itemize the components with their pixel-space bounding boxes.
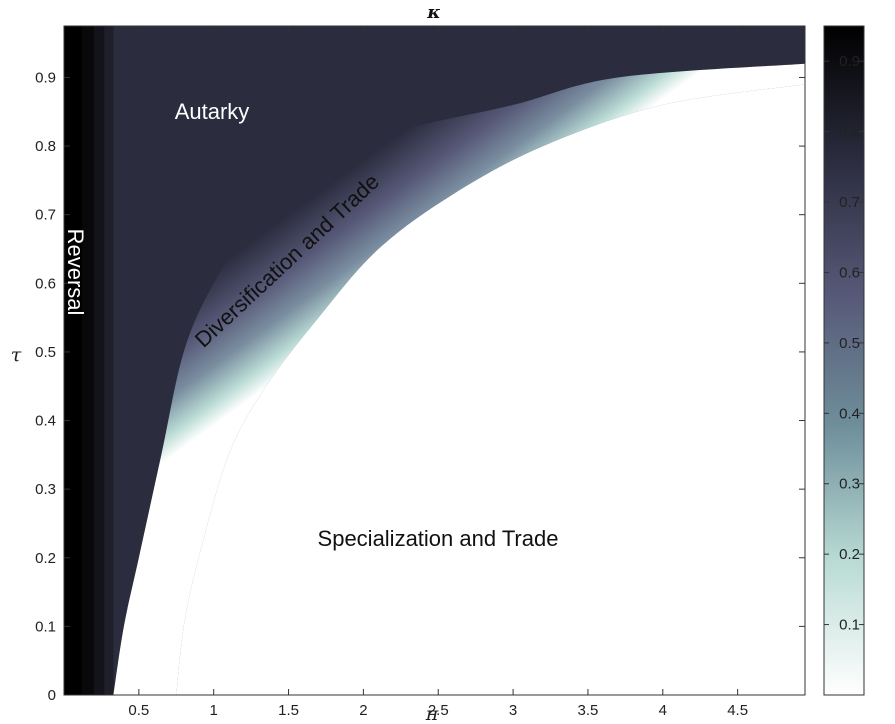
y-tick-label: 0.9 [35, 69, 56, 86]
colorbar-tick-label: 0.7 [839, 194, 860, 211]
x-axis-label: π [425, 703, 439, 724]
colorbar-tick-label: 0.4 [839, 405, 860, 422]
y-tick-label: 0 [48, 687, 56, 704]
reversal-band [81, 26, 94, 695]
y-tick-label: 0.6 [35, 275, 56, 292]
region-label-reversal: Reversal [63, 229, 88, 316]
colorbar-tick-label: 0.9 [839, 53, 860, 70]
y-tick-label: 0.7 [35, 207, 56, 224]
y-axis-label: τ [11, 344, 22, 366]
y-tick-label: 0.8 [35, 138, 56, 155]
x-axis: 0.5 1 1.5 2 2.5 3 3.5 4 4.5 [128, 26, 748, 719]
x-tick-label: 4 [659, 702, 667, 719]
x-tick-label: 1.5 [278, 702, 299, 719]
colorbar-tick-label: 0.3 [839, 476, 860, 493]
x-tick-label: 0.5 [128, 702, 149, 719]
y-tick-label: 0.2 [35, 550, 56, 567]
plot-frame [63, 25, 806, 696]
colorbar-tick-label: 0.5 [839, 335, 860, 352]
reversal-bands [64, 26, 114, 695]
autarky-region-fill [64, 26, 805, 695]
region-label-specialization: Specialization and Trade [318, 526, 559, 551]
x-tick-label: 2 [359, 702, 367, 719]
colorbar-tick-label: 0.6 [839, 264, 860, 281]
reversal-band [64, 26, 82, 695]
y-tick-label: 0.1 [35, 618, 56, 635]
y-axis: 0 0.1 0.2 0.3 0.4 0.5 0.6 0.7 0.8 0.9 [35, 69, 805, 704]
y-tick-label: 0.4 [35, 413, 56, 430]
x-tick-label: 2.5 [428, 702, 449, 719]
plot-area [64, 26, 805, 695]
x-tick-label: 1 [210, 702, 218, 719]
colorbar-tick-label: 0.2 [839, 546, 860, 563]
colorbar-tick-label: 0.8 [839, 124, 860, 141]
y-tick-label: 0.3 [35, 481, 56, 498]
colorbar [823, 25, 865, 696]
reversal-band [104, 26, 114, 695]
x-tick-label: 3 [509, 702, 517, 719]
reversal-band [93, 26, 105, 695]
x-tick-label: 4.5 [727, 702, 748, 719]
y-tick-label: 0.5 [35, 344, 56, 361]
colorbar-axis: 0.1 0.2 0.3 0.4 0.5 0.6 0.7 0.8 0.9 [824, 53, 864, 634]
colorbar-tick-label: 0.1 [839, 617, 860, 634]
region-label-autarky: Autarky [175, 99, 250, 124]
chart-title: κ [426, 2, 441, 23]
x-tick-label: 3.5 [578, 702, 599, 719]
